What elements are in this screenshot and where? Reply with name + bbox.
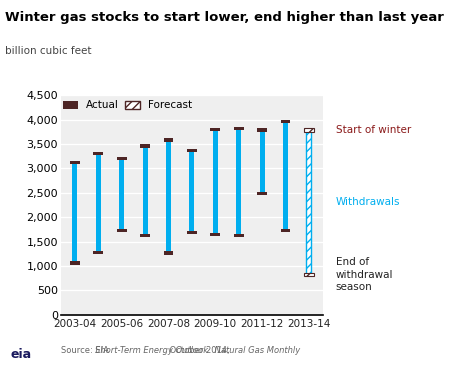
Bar	[236, 128, 241, 236]
Legend: Actual, Forecast: Actual, Forecast	[64, 100, 192, 111]
Bar	[96, 153, 101, 252]
Text: Short-Term Energy Outlook: Short-Term Energy Outlook	[95, 346, 208, 355]
Bar	[304, 128, 314, 131]
Bar	[257, 192, 267, 195]
Text: Withdrawals: Withdrawals	[336, 197, 400, 207]
Bar	[211, 233, 220, 236]
Bar	[70, 261, 80, 265]
Bar	[117, 157, 127, 160]
Text: Natural Gas Monthly: Natural Gas Monthly	[212, 346, 300, 355]
Text: Source: EIA: Source: EIA	[61, 346, 111, 355]
Bar	[94, 152, 103, 155]
Bar	[73, 163, 78, 263]
Text: October 2014;: October 2014;	[167, 346, 233, 355]
Bar	[304, 273, 314, 276]
Bar	[140, 234, 150, 237]
Bar	[260, 130, 265, 194]
Text: Winter gas stocks to start lower, end higher than last year: Winter gas stocks to start lower, end hi…	[5, 11, 444, 24]
Text: eia: eia	[10, 348, 32, 361]
Bar	[234, 127, 244, 130]
Bar	[187, 149, 197, 152]
Bar	[166, 140, 171, 253]
Bar	[283, 122, 288, 230]
Bar	[281, 120, 290, 123]
Bar	[190, 150, 195, 233]
Text: billion cubic feet: billion cubic feet	[5, 46, 91, 56]
Bar	[187, 231, 197, 235]
Bar	[307, 130, 312, 275]
Text: End of
withdrawal
season: End of withdrawal season	[336, 257, 393, 292]
Bar	[257, 128, 267, 131]
Text: Start of winter: Start of winter	[336, 125, 411, 135]
Bar	[117, 229, 127, 232]
Bar	[140, 144, 150, 147]
Bar	[164, 251, 174, 255]
Bar	[213, 129, 218, 235]
Bar	[119, 158, 124, 230]
Bar	[211, 128, 220, 131]
Bar	[70, 161, 80, 164]
Bar	[234, 234, 244, 238]
Bar	[143, 146, 148, 235]
Bar	[164, 138, 174, 142]
Bar	[281, 229, 290, 232]
Bar	[94, 251, 103, 254]
